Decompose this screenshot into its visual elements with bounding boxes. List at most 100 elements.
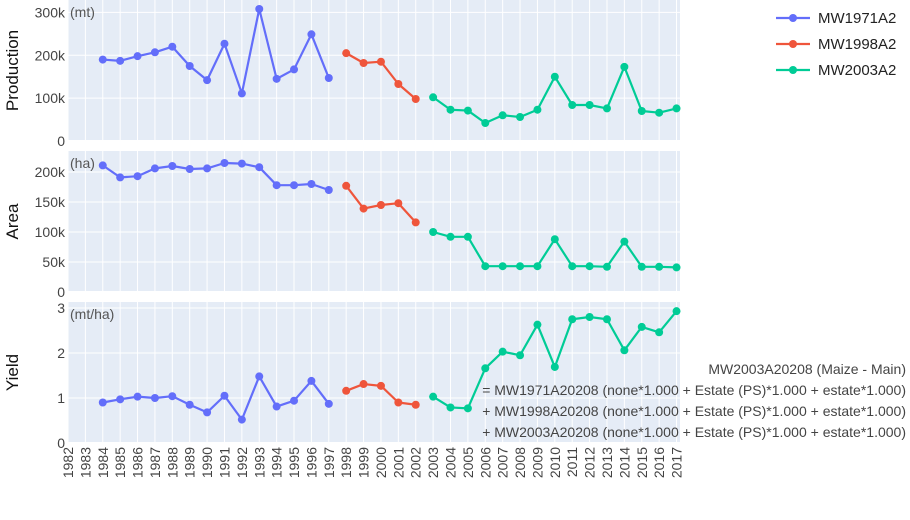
data-point: [168, 42, 177, 51]
data-point: [550, 362, 559, 371]
x-tick-label: 1996: [303, 447, 319, 478]
data-point: [237, 89, 246, 98]
data-point: [429, 93, 438, 102]
legend-item-label[interactable]: MW1998A2: [818, 36, 896, 53]
x-tick-label: 2008: [512, 447, 528, 478]
data-point: [168, 162, 177, 170]
annotation-line: = MW1971A20208 (none*1.000 + Estate (PS)…: [482, 382, 906, 398]
data-point: [446, 232, 455, 241]
data-point: [585, 313, 594, 321]
data-point: [203, 408, 212, 417]
data-point: [498, 111, 507, 120]
x-tick-label: 1982: [60, 447, 76, 478]
data-point: [220, 391, 229, 400]
annotation-line: + MW1998A20208 (none*1.000 + Estate (PS)…: [482, 403, 906, 419]
unit-label: (ha): [70, 155, 95, 171]
data-point: [237, 159, 246, 168]
data-point: [116, 173, 125, 182]
data-point: [602, 104, 611, 113]
x-tick-label: 1988: [164, 447, 180, 478]
data-point: [637, 322, 646, 331]
data-point: [359, 59, 368, 67]
x-tick-label: 2014: [616, 447, 632, 478]
x-tick-label: 1997: [321, 447, 337, 478]
y-tick-label: 200k: [35, 47, 66, 63]
data-point: [394, 199, 403, 208]
data-point: [516, 262, 525, 271]
data-point: [150, 394, 159, 402]
panel-background-1: [68, 151, 680, 292]
data-point: [394, 398, 403, 407]
data-point: [568, 262, 577, 271]
data-point: [550, 235, 559, 244]
data-point: [481, 119, 490, 127]
legend-marker: [789, 40, 797, 48]
x-tick-label: 1990: [199, 447, 215, 478]
data-point: [516, 113, 525, 121]
data-point: [324, 74, 333, 82]
x-tick-label: 2017: [669, 447, 685, 478]
data-point: [602, 315, 611, 324]
data-point: [585, 262, 594, 271]
x-tick-label: 1986: [130, 447, 146, 478]
data-point: [429, 228, 438, 236]
x-tick-label: 2015: [634, 447, 650, 478]
x-tick-label: 1984: [95, 447, 111, 478]
legend-item-label[interactable]: MW2003A2: [818, 62, 896, 79]
legend-marker: [789, 66, 797, 74]
data-point: [376, 381, 385, 390]
annotation-line: MW2003A20208 (Maize - Main): [708, 361, 906, 377]
data-point: [376, 201, 385, 209]
x-tick-label: 2004: [443, 447, 459, 478]
x-tick-label: 2000: [373, 447, 389, 478]
x-tick-label: 1998: [338, 447, 354, 478]
data-point: [272, 402, 281, 411]
x-tick-label: 2013: [599, 447, 615, 478]
data-point: [446, 105, 455, 114]
x-tick-label: 1993: [251, 447, 267, 478]
x-tick-label: 2006: [477, 447, 493, 478]
x-tick-label: 1991: [216, 447, 232, 478]
data-point: [533, 105, 542, 114]
data-point: [290, 181, 299, 190]
data-point: [116, 56, 125, 65]
data-point: [168, 392, 177, 401]
x-tick-label: 2003: [425, 447, 441, 478]
data-point: [498, 262, 507, 271]
data-point: [324, 399, 333, 408]
data-point: [672, 307, 681, 316]
data-point: [133, 392, 142, 401]
data-point: [481, 262, 490, 271]
data-point: [585, 101, 594, 109]
data-point: [272, 181, 281, 190]
data-point: [655, 262, 664, 271]
data-point: [342, 386, 351, 395]
data-point: [116, 395, 125, 404]
y-axis-title: Production: [3, 30, 22, 111]
x-tick-label: 2010: [547, 447, 563, 478]
data-point: [602, 262, 611, 271]
unit-label: (mt/ha): [70, 306, 114, 322]
legend-item-label[interactable]: MW1971A2: [818, 10, 896, 27]
panel-background-2: [68, 302, 680, 443]
data-point: [429, 392, 438, 401]
data-point: [255, 163, 264, 172]
panel-background-0: [68, 0, 680, 141]
data-point: [342, 49, 351, 58]
y-axis-title: Yield: [3, 354, 22, 391]
x-tick-label: 2002: [408, 447, 424, 478]
data-point: [411, 95, 420, 103]
data-point: [463, 232, 472, 241]
data-point: [516, 351, 525, 360]
x-tick-label: 2001: [390, 447, 406, 478]
annotation-line: + MW2003A20208 (none*1.000 + Estate (PS)…: [482, 424, 906, 440]
data-point: [568, 101, 577, 109]
data-point: [272, 74, 281, 83]
data-point: [307, 30, 316, 39]
data-point: [290, 65, 299, 74]
y-tick-label: 200k: [35, 164, 66, 180]
y-tick-label: 100k: [35, 90, 66, 106]
x-tick-label: 1989: [182, 447, 198, 478]
data-point: [237, 415, 246, 424]
